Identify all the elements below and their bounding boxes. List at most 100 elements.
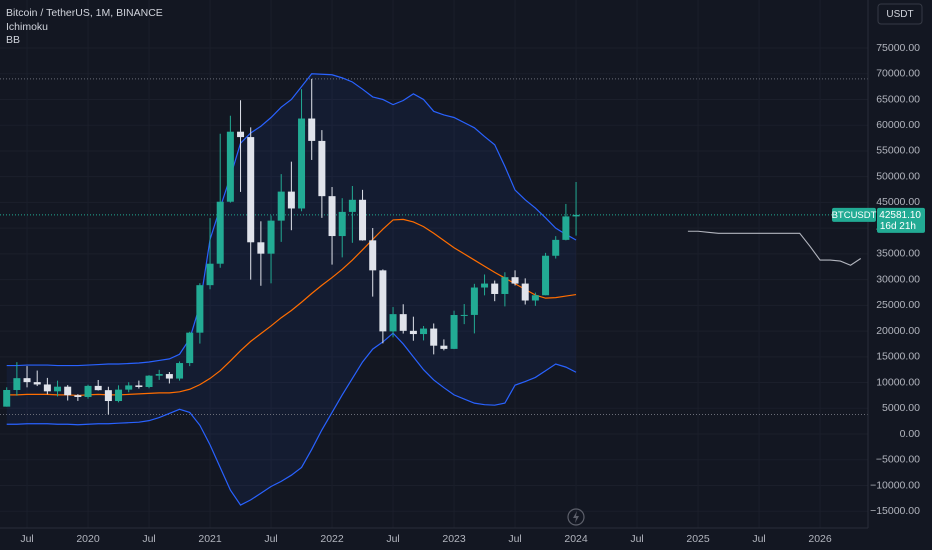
candle-body [104,390,112,402]
y-tick-label: 15000.00 [876,351,920,363]
y-tick-label: 0.00 [900,428,921,440]
candle-body [359,199,367,241]
y-tick-label: 50000.00 [876,170,920,182]
bb-fill [6,73,577,506]
candle-body [165,374,173,379]
x-tick-label: Jul [20,533,33,545]
candle-body [531,295,539,301]
candle-body [338,211,346,237]
countdown-label: 16d 21h [880,221,916,232]
bb-upper-line [6,73,577,367]
x-tick-label: Jul [752,533,765,545]
icon-bolt[interactable] [573,511,579,523]
bb-lower-line [6,332,577,506]
candle-body [369,240,377,271]
goto-realtime-icon[interactable] [567,508,585,526]
indicator-label[interactable]: BB [6,34,20,46]
candle-body [13,378,21,390]
y-tick-label: 5000.00 [882,402,920,414]
candle-body [348,199,356,212]
candle-body [3,389,11,407]
candle-body [491,283,499,294]
price-label: 42581.10 [879,210,921,221]
candle-body [308,118,316,141]
candle-body [328,196,336,237]
y-tick-label: 35000.00 [876,248,920,260]
candle-body [257,242,265,254]
x-tick-label: Jul [508,533,521,545]
currency-button[interactable] [877,3,923,25]
candle-body [460,314,468,316]
x-tick-label: 2022 [320,533,344,545]
price-tag [877,207,925,233]
axes: −15000.00 −10000.00 −5000.00 0.00 5000.00 100… [20,42,925,545]
grid [0,0,868,528]
y-tick-label: 20000.00 [876,325,920,337]
candle-body [287,191,295,209]
candle-body [155,374,163,376]
plot [0,73,868,506]
candle-body [64,386,72,396]
candle-body [399,314,407,331]
y-tick-label: 75000.00 [876,42,920,54]
symbol-label: BTCUSDT [832,210,877,221]
chart-title: Bitcoin / TetherUS, 1M, BINANCE [6,7,163,19]
bb-basis-line [6,218,577,397]
candle-body [226,131,234,202]
candle-body [542,255,550,296]
x-tick-label: 2020 [76,533,100,545]
y-tick-label: 55000.00 [876,145,920,157]
candle-body [481,283,489,288]
candle-body [409,330,417,335]
candle-body [216,201,224,264]
x-tick-label: 2023 [442,533,466,545]
candle-body [237,131,245,138]
candle-body [430,328,438,346]
candle-body [23,378,31,383]
x-tick-label: Jul [386,533,399,545]
candle-body [450,315,458,349]
candle-body [135,385,143,387]
y-tick-label: 65000.00 [876,93,920,105]
candle-body [267,220,275,254]
candle-body [94,385,102,391]
x-tick-label: 2026 [808,533,832,545]
x-tick-label: 2025 [686,533,710,545]
icon-circle[interactable] [567,508,585,526]
candle-body [389,314,397,332]
candle-body [470,287,478,315]
candle-body [115,389,123,402]
indicator-label[interactable]: Ichimoku [6,21,48,33]
candle-body [54,386,62,392]
currency-label[interactable]: USDT [886,9,913,20]
ichimoku-line [687,230,862,266]
candle-body [552,239,560,256]
y-tick-label: −10000.00 [870,479,920,491]
y-tick-label: 45000.00 [876,196,920,208]
candle-body [562,216,570,240]
candle-body [298,118,306,209]
candle-body [125,385,133,390]
candle-body [572,214,580,217]
candle-body [74,395,82,397]
x-tick-label: 2024 [564,533,588,545]
candle-body [33,382,41,385]
candle-body [379,270,387,332]
candle-body [521,283,529,301]
candle-body [196,285,204,333]
y-tick-label: −15000.00 [870,505,920,517]
candle-body [247,137,255,243]
y-tick-label: 70000.00 [876,68,920,80]
candle-body [176,363,184,379]
candle-body [84,385,92,397]
y-tick-label: 10000.00 [876,376,920,388]
y-tick-label: −5000.00 [876,454,920,466]
x-tick-label: Jul [264,533,277,545]
y-tick-label: 25000.00 [876,299,920,311]
y-tick-label: 30000.00 [876,273,920,285]
candle-body [501,277,509,294]
x-tick-label: Jul [630,533,643,545]
candle-body [420,328,428,335]
y-tick-label: 60000.00 [876,119,920,131]
